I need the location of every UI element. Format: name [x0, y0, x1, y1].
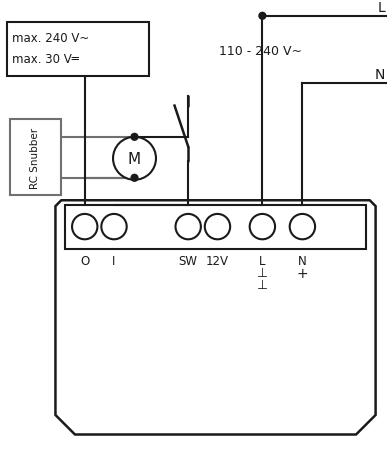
Circle shape [131, 134, 138, 141]
Text: I: I [113, 254, 116, 268]
Text: O: O [80, 254, 89, 268]
Text: max. 30 V═: max. 30 V═ [11, 53, 78, 66]
Text: +: + [297, 266, 308, 280]
Text: N: N [298, 254, 307, 268]
Bar [9, 120, 61, 196]
Text: RC Snubber: RC Snubber [31, 127, 40, 188]
Circle shape [72, 214, 98, 240]
Text: 12V: 12V [206, 254, 229, 268]
Polygon shape [55, 201, 376, 435]
Circle shape [131, 175, 138, 182]
Circle shape [250, 214, 275, 240]
Circle shape [113, 137, 156, 180]
Text: 110 - 240 V~: 110 - 240 V~ [220, 46, 302, 58]
Bar [65, 206, 366, 249]
Text: SW: SW [179, 254, 198, 268]
Text: N: N [375, 68, 385, 82]
Circle shape [101, 214, 127, 240]
Text: L: L [259, 254, 266, 268]
Text: ⊥: ⊥ [257, 279, 268, 292]
Text: M: M [128, 152, 141, 167]
Circle shape [259, 13, 266, 20]
Circle shape [205, 214, 230, 240]
Text: max. 240 V~: max. 240 V~ [11, 32, 89, 45]
Text: ⊥: ⊥ [257, 266, 268, 279]
Bar [7, 23, 149, 77]
Text: L: L [377, 1, 385, 15]
Circle shape [290, 214, 315, 240]
Circle shape [176, 214, 201, 240]
